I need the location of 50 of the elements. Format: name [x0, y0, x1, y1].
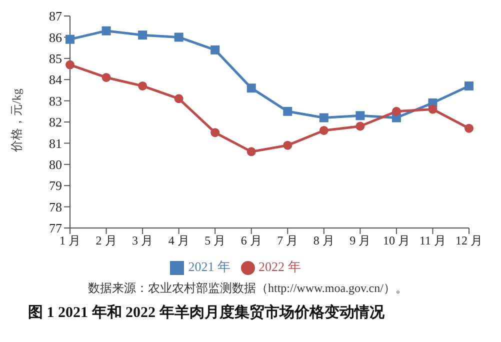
point [210, 128, 220, 138]
point [246, 147, 256, 156]
x-tick-label: 1 月 [60, 234, 80, 248]
point [319, 126, 328, 135]
x-tick-label: 9 月 [350, 234, 371, 248]
y-tick-label: 87 [49, 8, 62, 24]
point [102, 26, 111, 36]
y-tick-label: 80 [49, 157, 62, 172]
source-note: 数据来源：农业农村部监测数据（http://www.moa.gov.cn/）。 [88, 280, 408, 297]
point [464, 124, 474, 133]
x-tick-label: 5 月 [204, 234, 226, 248]
y-tick-label: 82 [49, 114, 62, 130]
point [392, 106, 401, 116]
y-tick-label: 83 [49, 93, 62, 108]
point [246, 84, 256, 93]
point [464, 81, 474, 90]
point [102, 72, 111, 82]
y-tick-label: 81 [49, 136, 62, 151]
point [356, 111, 365, 120]
x-tick-label: 3 月 [132, 234, 154, 248]
point [174, 94, 184, 104]
y-tick-label: 85 [49, 51, 62, 66]
x-tick-label: 7 月 [277, 234, 298, 248]
y-tick-label: 84 [49, 72, 62, 88]
x-tick-label: 2 月 [96, 234, 117, 248]
point [428, 104, 438, 114]
x-tick-label: 6 月 [240, 234, 262, 248]
point [138, 81, 148, 90]
x-tick-label: 10 月 [382, 234, 410, 248]
y-tick-label: 86 [49, 30, 62, 45]
y-axis-title: 价格，元/kg [9, 88, 24, 153]
point [210, 45, 220, 54]
legend-label: 2021 年 [188, 259, 230, 274]
point [66, 34, 74, 44]
x-tick-label: 8 月 [313, 234, 334, 248]
y-tick-label: 78 [49, 199, 62, 214]
point [174, 32, 184, 42]
point [66, 60, 74, 70]
y-tick-label: 79 [49, 178, 62, 194]
point [356, 122, 365, 131]
point [283, 106, 292, 116]
point [283, 140, 292, 150]
x-tick-label: 12 月 [456, 234, 482, 248]
x-tick-label: 4 月 [168, 234, 190, 248]
y-tick-label: 77 [49, 220, 62, 236]
legend-label: 2022 年 [258, 259, 301, 274]
point [319, 113, 328, 122]
text: 图 1 2021 年和 2022 年羊肉月度集贸市场价格变动情况 [28, 303, 386, 322]
x-tick-label: 11 月 [419, 234, 446, 248]
point [138, 30, 148, 40]
